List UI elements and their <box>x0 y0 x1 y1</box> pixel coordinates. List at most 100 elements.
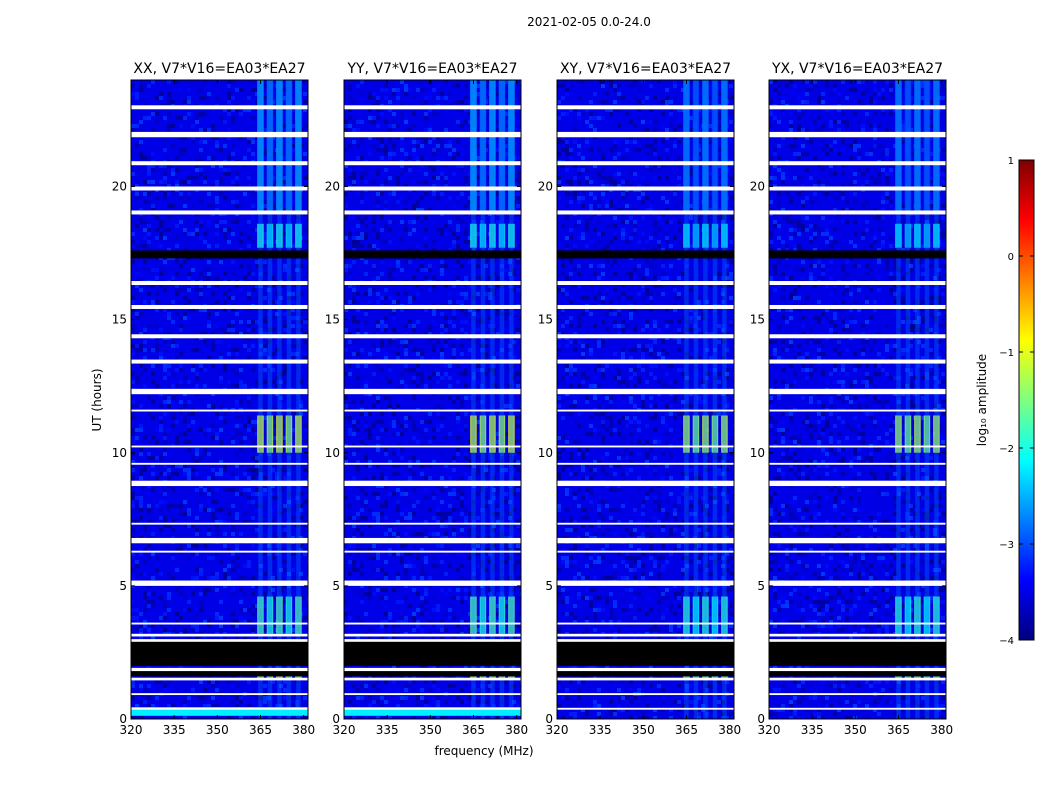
noise-pixel <box>360 200 364 204</box>
noise-pixel <box>211 476 215 480</box>
noise-pixel <box>139 208 143 212</box>
rfi-stripe <box>276 415 283 453</box>
noise-pixel <box>452 568 456 572</box>
noise-pixel <box>215 488 219 492</box>
noise-pixel <box>484 296 488 300</box>
noise-pixel <box>364 364 368 368</box>
noise-pixel <box>203 588 207 592</box>
noise-pixel <box>448 268 452 272</box>
noise-pixel <box>131 352 135 356</box>
noise-pixel <box>440 416 444 420</box>
noise-pixel <box>135 92 139 96</box>
noise-pixel <box>227 548 231 552</box>
noise-pixel <box>512 372 516 376</box>
noise-pixel <box>275 664 279 668</box>
noise-pixel <box>424 584 428 588</box>
noise-pixel <box>139 164 143 168</box>
noise-pixel <box>452 596 456 600</box>
noise-pixel <box>460 512 464 516</box>
noise-pixel <box>364 548 368 552</box>
noise-pixel <box>496 596 500 600</box>
noise-pixel <box>219 116 223 120</box>
noise-pixel <box>207 324 211 328</box>
noise-pixel <box>251 588 255 592</box>
noise-pixel <box>159 356 163 360</box>
noise-pixel <box>464 84 468 88</box>
noise-pixel <box>175 440 179 444</box>
noise-pixel <box>203 544 207 548</box>
noise-pixel <box>464 180 468 184</box>
noise-pixel <box>271 488 275 492</box>
noise-pixel <box>472 296 476 300</box>
noise-pixel <box>287 584 291 588</box>
noise-pixel <box>159 340 163 344</box>
noise-pixel <box>183 636 187 640</box>
noise-pixel <box>408 560 412 564</box>
noise-pixel <box>203 232 207 236</box>
noise-pixel <box>143 696 147 700</box>
noise-pixel <box>179 376 183 380</box>
noise-pixel <box>231 592 235 596</box>
noise-pixel <box>251 248 255 252</box>
noise-pixel <box>436 200 440 204</box>
noise-pixel <box>476 492 480 496</box>
noise-pixel <box>452 348 456 352</box>
noise-pixel <box>175 624 179 628</box>
noise-pixel <box>512 560 516 564</box>
noise-pixel <box>376 172 380 176</box>
noise-pixel <box>283 224 287 228</box>
noise-pixel <box>263 396 267 400</box>
noise-pixel <box>392 520 396 524</box>
noise-pixel <box>352 352 356 356</box>
noise-pixel <box>380 192 384 196</box>
noise-pixel <box>195 120 199 124</box>
noise-pixel <box>147 592 151 596</box>
noise-pixel <box>412 220 416 224</box>
noise-pixel <box>171 528 175 532</box>
noise-pixel <box>496 416 500 420</box>
noise-pixel <box>468 636 472 640</box>
noise-pixel <box>271 520 275 524</box>
noise-pixel <box>179 412 183 416</box>
noise-pixel <box>135 416 139 420</box>
noise-pixel <box>356 496 360 500</box>
noise-pixel <box>444 324 448 328</box>
noise-pixel <box>384 428 388 432</box>
noise-pixel <box>175 244 179 248</box>
noise-pixel <box>151 704 155 708</box>
noise-pixel <box>207 204 211 208</box>
noise-pixel <box>251 552 255 556</box>
noise-pixel <box>235 400 239 404</box>
noise-pixel <box>175 292 179 296</box>
noise-pixel <box>207 224 211 228</box>
noise-pixel <box>263 624 267 628</box>
noise-pixel <box>139 128 143 132</box>
noise-pixel <box>504 472 508 476</box>
noise-pixel <box>207 316 211 320</box>
noise-pixel <box>227 288 231 292</box>
noise-pixel <box>380 144 384 148</box>
noise-pixel <box>175 344 179 348</box>
noise-pixel <box>195 532 199 536</box>
noise-pixel <box>231 136 235 140</box>
noise-pixel <box>263 524 267 528</box>
noise-pixel <box>279 328 283 332</box>
noise-pixel <box>195 128 199 132</box>
noise-pixel <box>171 464 175 468</box>
noise-pixel <box>243 424 247 428</box>
noise-pixel <box>259 248 263 252</box>
noise-pixel <box>364 180 368 184</box>
noise-pixel <box>400 616 404 620</box>
noise-pixel <box>239 180 243 184</box>
noise-pixel <box>456 496 460 500</box>
noise-pixel <box>295 268 299 272</box>
noise-pixel <box>163 228 167 232</box>
noise-pixel <box>195 636 199 640</box>
noise-pixel <box>203 176 207 180</box>
noise-pixel <box>203 576 207 580</box>
noise-pixel <box>135 96 139 100</box>
noise-pixel <box>356 568 360 572</box>
noise-pixel <box>380 260 384 264</box>
noise-pixel <box>219 384 223 388</box>
noise-pixel <box>187 476 191 480</box>
